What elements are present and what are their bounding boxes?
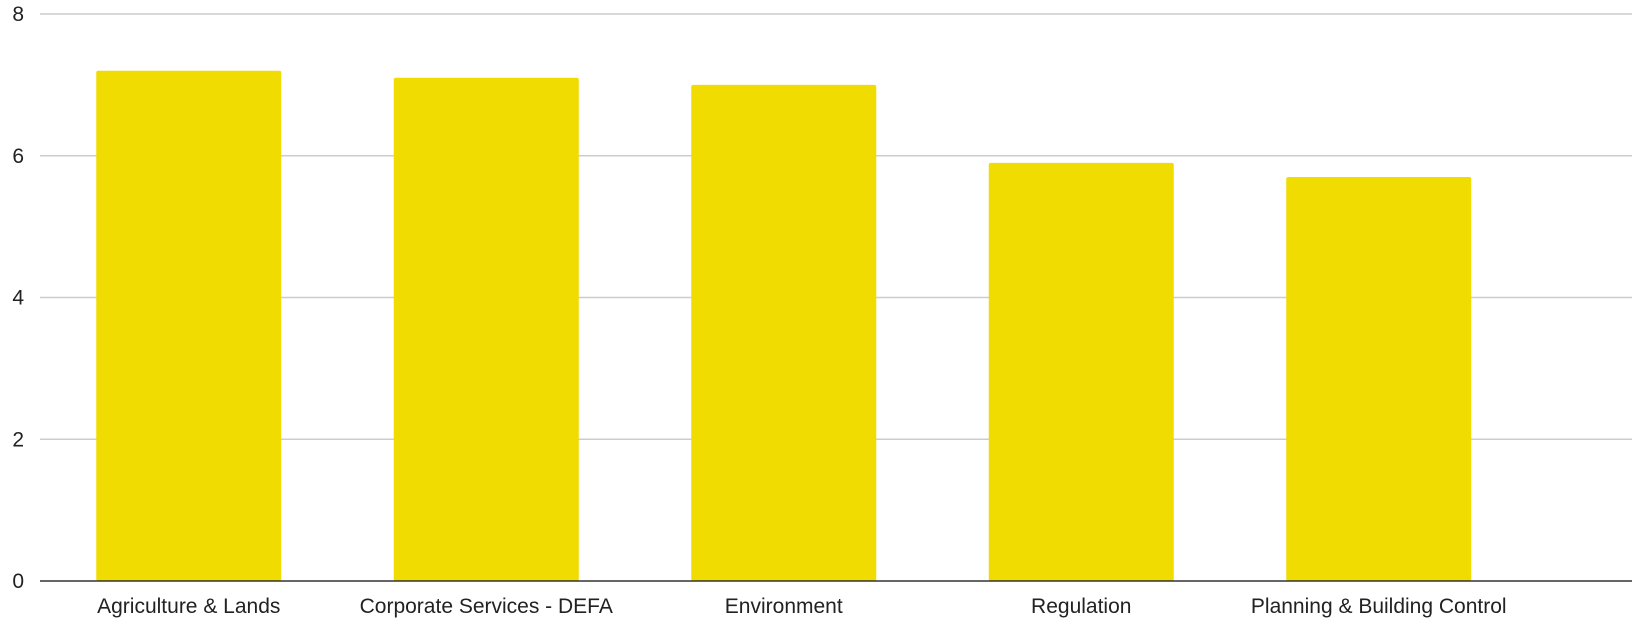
- bar: [393, 77, 579, 581]
- y-tick-label: 4: [12, 287, 24, 310]
- bar: [691, 84, 877, 581]
- x-category-label: Agriculture & Lands: [97, 595, 280, 618]
- bar: [1286, 177, 1472, 581]
- x-category-label: Corporate Services - DEFA: [360, 595, 613, 618]
- bars: [96, 70, 1472, 581]
- x-category-label: Regulation: [1031, 595, 1131, 618]
- x-category-label: Environment: [725, 595, 843, 618]
- bar: [96, 70, 282, 581]
- y-tick-label: 8: [12, 3, 24, 26]
- bar: [988, 162, 1174, 581]
- y-tick-label: 2: [12, 428, 24, 451]
- x-category-label: Planning & Building Control: [1251, 595, 1507, 618]
- y-axis-tick-labels: 0 2 4 6 8: [12, 3, 24, 593]
- y-tick-label: 6: [12, 145, 24, 168]
- y-tick-label: 0: [12, 570, 24, 593]
- x-axis-category-labels: Agriculture & Lands Corporate Services - …: [97, 595, 1506, 618]
